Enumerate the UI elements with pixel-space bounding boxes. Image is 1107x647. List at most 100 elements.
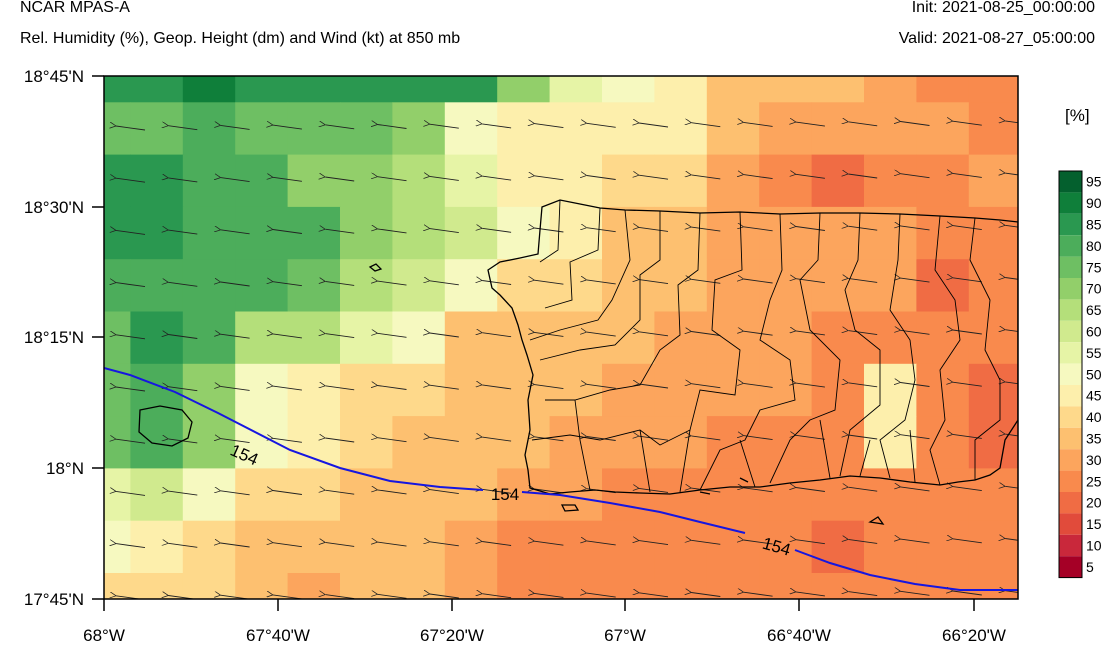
wind-arrow xyxy=(221,386,250,391)
wind-arrow xyxy=(221,334,250,339)
wind-arrow xyxy=(325,281,355,286)
humidity-cell xyxy=(182,573,236,599)
humidity-cell xyxy=(1021,102,1074,155)
wind-arrow xyxy=(639,280,669,285)
wind-arrow xyxy=(796,331,825,336)
colorbar-swatch xyxy=(1059,171,1082,193)
humidity-cell xyxy=(235,468,289,522)
wind-arrow xyxy=(430,385,459,390)
humidity-cell xyxy=(549,102,603,156)
lat-label: 18°30'N xyxy=(24,198,84,217)
humidity-cell xyxy=(864,363,917,417)
wind-arrow xyxy=(116,387,146,392)
humidity-cell xyxy=(602,76,655,103)
humidity-cell xyxy=(497,259,551,313)
colorbar-swatch xyxy=(1059,235,1082,257)
wind-arrow xyxy=(325,125,355,130)
colorbar: 95 90 85 80 75 70 65 60 55 50 45 40 35 30 25 20 15 10 5 xyxy=(1058,170,1102,579)
humidity-cell xyxy=(811,102,865,156)
wind-arrow xyxy=(116,335,146,340)
wind-arrow xyxy=(691,175,721,180)
colorbar-label: 25 xyxy=(1086,473,1102,489)
wind-arrow xyxy=(325,334,355,339)
colorbar-swatch xyxy=(1059,213,1082,236)
wind-arrow xyxy=(378,177,407,182)
wind-arrow xyxy=(430,333,459,338)
humidity-cell xyxy=(864,154,917,208)
colorbar-label: 95 xyxy=(1086,174,1102,190)
humidity-cell xyxy=(235,311,289,365)
humidity-cell xyxy=(864,76,917,103)
colorbar-swatch xyxy=(1059,534,1082,557)
lon-label: 67°20'W xyxy=(420,626,484,645)
wind-arrow xyxy=(534,332,564,337)
wind-arrow xyxy=(221,491,250,496)
wind-arrow xyxy=(587,541,616,546)
humidity-cell xyxy=(864,520,917,574)
valid-time: Valid: 2021-08-27_05:00:00 xyxy=(898,30,1095,47)
wind-arrow xyxy=(639,175,669,180)
humidity-cell xyxy=(654,154,708,208)
humidity-cell xyxy=(811,363,865,417)
wind-arrow xyxy=(325,177,355,182)
humidity-cell xyxy=(287,573,341,599)
humidity-cell xyxy=(706,76,760,103)
humidity-cell xyxy=(759,363,813,417)
wind-arrow xyxy=(691,332,721,336)
wind-arrow xyxy=(116,491,146,496)
wind-arrow xyxy=(534,541,564,546)
wind-arrow xyxy=(482,124,512,129)
humidity-cell xyxy=(340,468,393,522)
wind-arrow xyxy=(116,544,146,549)
humidity-cell xyxy=(392,520,446,574)
humidity-cell xyxy=(706,363,760,417)
wind-arrow xyxy=(901,383,930,387)
wind-arrow xyxy=(378,125,407,129)
humidity-cell xyxy=(864,102,917,156)
wind-arrow xyxy=(430,281,459,286)
wind-arrow xyxy=(1005,330,1018,334)
humidity-cell xyxy=(287,154,341,208)
humidity-cell xyxy=(602,573,655,599)
wind-arrow xyxy=(953,278,982,283)
humidity-cell xyxy=(549,416,603,469)
wind-arrow xyxy=(691,123,721,128)
wind-arrow xyxy=(953,173,982,178)
wind-arrow xyxy=(430,542,459,547)
wind-arrow xyxy=(901,539,930,544)
humidity-cell xyxy=(497,206,551,260)
humidity-cell xyxy=(182,520,236,574)
wind-arrow xyxy=(796,227,825,231)
humidity-cell xyxy=(444,363,498,417)
humidity-cell xyxy=(811,311,865,365)
wind-arrow xyxy=(430,490,459,495)
colorbar-swatch xyxy=(1059,363,1082,385)
humidity-cell xyxy=(497,102,551,156)
wind-arrow xyxy=(482,489,512,494)
colorbar-swatch xyxy=(1059,427,1082,450)
wind-arrow xyxy=(482,176,512,181)
lon-label: 67°40'W xyxy=(246,626,310,645)
humidity-cell xyxy=(130,573,184,599)
wind-arrow xyxy=(430,594,459,599)
wind-arrow xyxy=(744,592,773,597)
colorbar-label: 20 xyxy=(1086,495,1102,511)
humidity-cell xyxy=(287,259,341,313)
wind-arrow xyxy=(796,122,825,127)
colorbar-swatch xyxy=(1059,556,1082,578)
wind-arrow xyxy=(116,178,146,183)
wind-arrow xyxy=(273,595,302,599)
humidity-cell xyxy=(444,520,498,574)
wind-arrow xyxy=(482,228,512,233)
humidity-cell xyxy=(392,76,446,103)
wind-arrow xyxy=(848,592,878,597)
colorbar-label: 55 xyxy=(1086,345,1102,361)
wind-arrow xyxy=(744,122,773,127)
wind-arrow xyxy=(221,125,250,130)
humidity-cell xyxy=(602,468,655,522)
colorbar-label: 45 xyxy=(1086,388,1102,404)
wind-arrow xyxy=(1005,278,1018,282)
wind-arrow xyxy=(953,434,982,439)
wind-arrow xyxy=(691,384,721,389)
